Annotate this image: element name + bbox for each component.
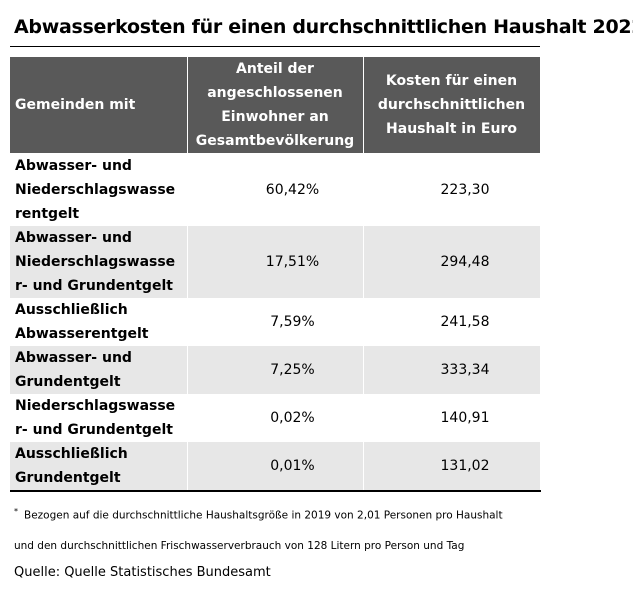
header-cell: Anteil der angeschlossenen Einwohner an … (187, 57, 364, 153)
footnote-line: und den durchschnittlichen Frischwasserv… (14, 539, 465, 552)
cell: 17,51% (187, 226, 364, 298)
row-label: Ausschließlich Abwasserentgelt (10, 298, 188, 346)
footnote-line: * Bezogen auf die durchschnittliche Haush… (14, 497, 503, 531)
cell: 333,34 (363, 346, 541, 394)
source: Quelle: Quelle Statistisches Bundesamt (14, 565, 271, 580)
cell: 7,25% (187, 346, 364, 394)
cell: 223,30 (363, 153, 541, 226)
header-cell: Gemeinden mit (10, 57, 188, 153)
row-label: Ausschließlich Grundentgelt (10, 442, 188, 492)
cell: 7,59% (187, 298, 364, 346)
row-label: Abwasser- und Niederschlagswasserentgelt (10, 153, 188, 226)
cell: 140,91 (363, 394, 541, 442)
table-row: Niederschlagswasser- und Grundentgelt 0,0… (10, 394, 541, 442)
row-label: Niederschlagswasser- und Grundentgelt (10, 394, 188, 442)
header-cell: Kosten für einen durchschnittlichen Haus… (363, 57, 541, 153)
cell: 0,01% (187, 442, 364, 492)
cell: 294,48 (363, 226, 541, 298)
footnote-marker: * (14, 507, 18, 516)
row-label: Abwasser- und Grundentgelt (10, 346, 188, 394)
title: Abwasserkosten für einen durchschnittlic… (14, 16, 633, 38)
cell: 131,02 (363, 442, 541, 492)
footnote-text: Bezogen auf die durchschnittliche Hausha… (24, 509, 503, 522)
table-row: Ausschließlich Abwasserentgelt 7,59% 241,5… (10, 298, 541, 346)
table-body: Abwasser- und Niederschlagswasserentgelt… (10, 153, 541, 492)
cell: 0,02% (187, 394, 364, 442)
table: Gemeinden mit Anteil der angeschlossenen … (10, 57, 541, 492)
row-label: Abwasser- und Niederschlagswasser- und G… (10, 226, 188, 298)
cell: 241,58 (363, 298, 541, 346)
title-rule (10, 46, 540, 47)
table-row: Ausschließlich Grundentgelt 0,01% 131,02 (10, 442, 541, 492)
footnote: * Bezogen auf die durchschnittliche Haush… (14, 497, 503, 561)
table-row: Abwasser- und Niederschlagswasserentgelt… (10, 153, 541, 226)
table-row: Abwasser- und Niederschlagswasser- und G… (10, 226, 541, 298)
header-row: Gemeinden mit Anteil der angeschlossenen … (10, 57, 541, 153)
cell: 60,42% (187, 153, 364, 226)
table-row: Abwasser- und Grundentgelt 7,25% 333,34 (10, 346, 541, 394)
